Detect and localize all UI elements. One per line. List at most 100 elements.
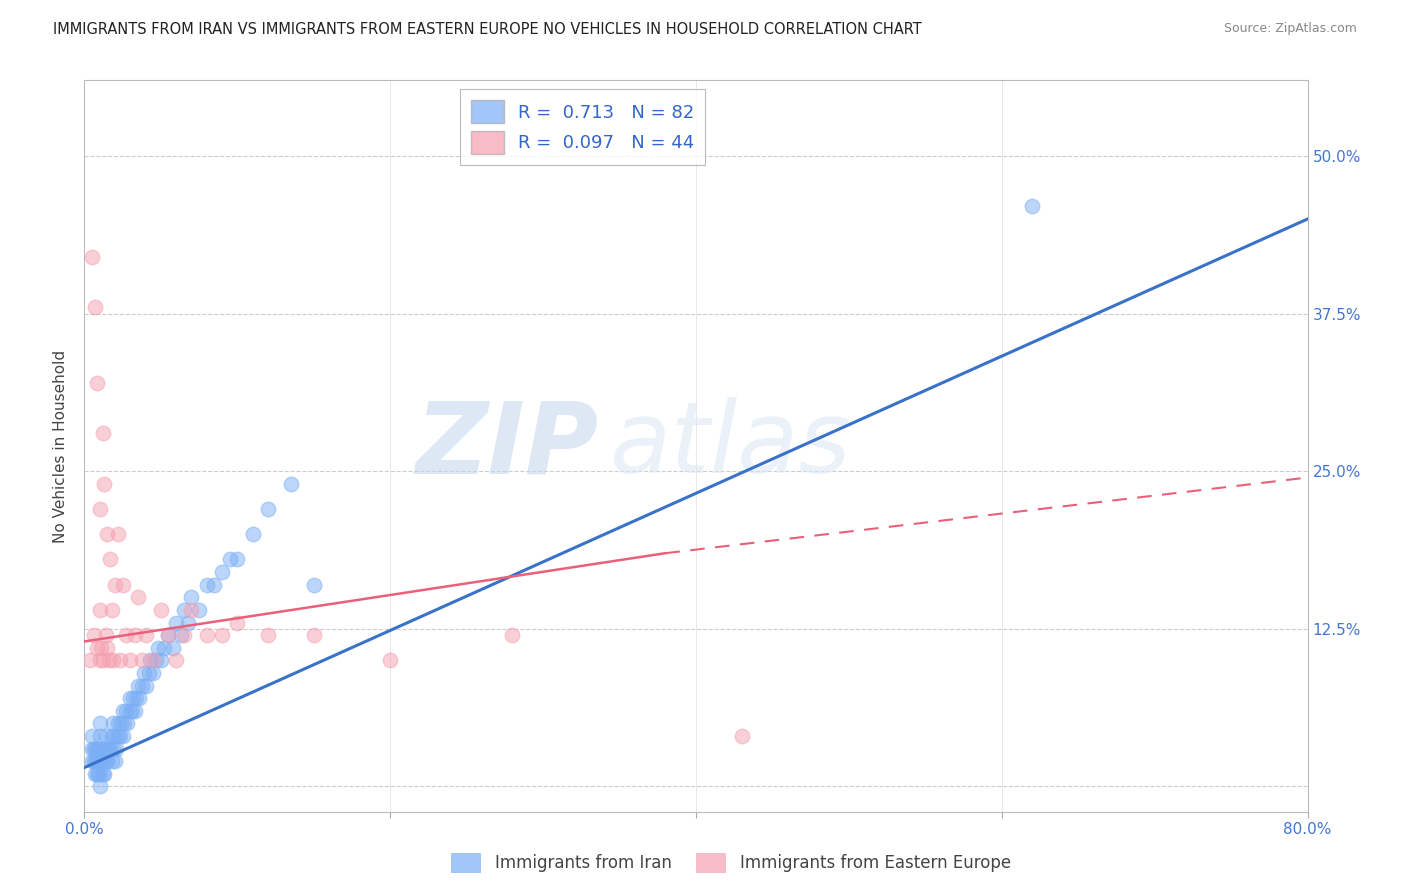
Text: IMMIGRANTS FROM IRAN VS IMMIGRANTS FROM EASTERN EUROPE NO VEHICLES IN HOUSEHOLD : IMMIGRANTS FROM IRAN VS IMMIGRANTS FROM … (53, 22, 922, 37)
Text: ZIP: ZIP (415, 398, 598, 494)
Point (145, 653, 167, 667)
Point (173, 628, 195, 642)
Point (96, 640, 118, 655)
Point (107, 716, 129, 731)
Point (124, 628, 146, 642)
Point (138, 665, 160, 680)
Point (149, 653, 172, 667)
Point (188, 603, 211, 617)
Point (108, 653, 131, 667)
Point (114, 704, 136, 718)
Point (104, 729, 127, 743)
Point (153, 640, 176, 655)
Point (91, 426, 114, 441)
Point (111, 704, 134, 718)
Point (120, 691, 142, 706)
Point (302, 628, 325, 642)
Point (165, 653, 187, 667)
Point (97, 741, 120, 756)
Point (84, 754, 107, 768)
Point (103, 741, 125, 756)
Point (302, 578, 325, 592)
Point (107, 527, 129, 541)
Point (121, 704, 143, 718)
Point (101, 603, 124, 617)
Legend: Immigrants from Iran, Immigrants from Eastern Europe: Immigrants from Iran, Immigrants from Ea… (444, 847, 1018, 880)
Point (122, 691, 145, 706)
Point (180, 591, 202, 605)
Point (84, 767, 107, 781)
Point (89, 653, 111, 667)
Point (107, 729, 129, 743)
Point (80, 729, 103, 743)
Point (195, 628, 218, 642)
Point (86, 640, 108, 655)
Point (1021, 199, 1043, 213)
Point (114, 628, 136, 642)
Point (127, 591, 149, 605)
Point (84, 300, 107, 314)
Point (226, 552, 249, 566)
Point (93, 476, 115, 491)
Point (90, 640, 112, 655)
Point (257, 628, 280, 642)
Point (89, 741, 111, 756)
Point (257, 502, 280, 516)
Point (142, 653, 165, 667)
Point (91, 653, 114, 667)
Point (162, 640, 184, 655)
Point (87, 767, 110, 781)
Point (135, 628, 157, 642)
Point (89, 716, 111, 731)
Point (86, 741, 108, 756)
Point (142, 665, 165, 680)
Point (103, 653, 125, 667)
Point (173, 603, 195, 617)
Point (127, 679, 149, 693)
Point (79, 653, 101, 667)
Point (83, 754, 105, 768)
Text: Source: ZipAtlas.com: Source: ZipAtlas.com (1223, 22, 1357, 36)
Point (157, 628, 180, 642)
Point (86, 767, 108, 781)
Point (89, 603, 111, 617)
Point (97, 653, 120, 667)
Point (91, 767, 114, 781)
Point (80, 741, 103, 756)
Point (112, 716, 135, 731)
Point (83, 741, 105, 756)
Point (120, 704, 142, 718)
Point (80, 250, 103, 264)
Point (211, 565, 233, 579)
Point (170, 628, 193, 642)
Point (83, 628, 105, 642)
Point (502, 628, 524, 642)
Point (218, 552, 240, 566)
Point (135, 679, 157, 693)
Point (86, 376, 108, 390)
Point (87, 741, 110, 756)
Point (104, 754, 127, 768)
Point (93, 767, 115, 781)
Point (91, 754, 114, 768)
Point (128, 691, 150, 706)
Point (165, 615, 187, 630)
Point (146, 640, 169, 655)
Point (111, 578, 134, 592)
Point (98, 741, 121, 756)
Point (195, 578, 218, 592)
Point (84, 741, 107, 756)
Point (86, 754, 108, 768)
Point (89, 729, 111, 743)
Point (124, 704, 146, 718)
Point (89, 754, 111, 768)
Point (94, 754, 117, 768)
Point (89, 767, 111, 781)
Point (177, 615, 200, 630)
Y-axis label: No Vehicles in Household: No Vehicles in Household (53, 350, 69, 542)
Point (132, 665, 155, 680)
Point (87, 754, 110, 768)
Point (101, 729, 124, 743)
Point (98, 552, 121, 566)
Point (280, 476, 302, 491)
